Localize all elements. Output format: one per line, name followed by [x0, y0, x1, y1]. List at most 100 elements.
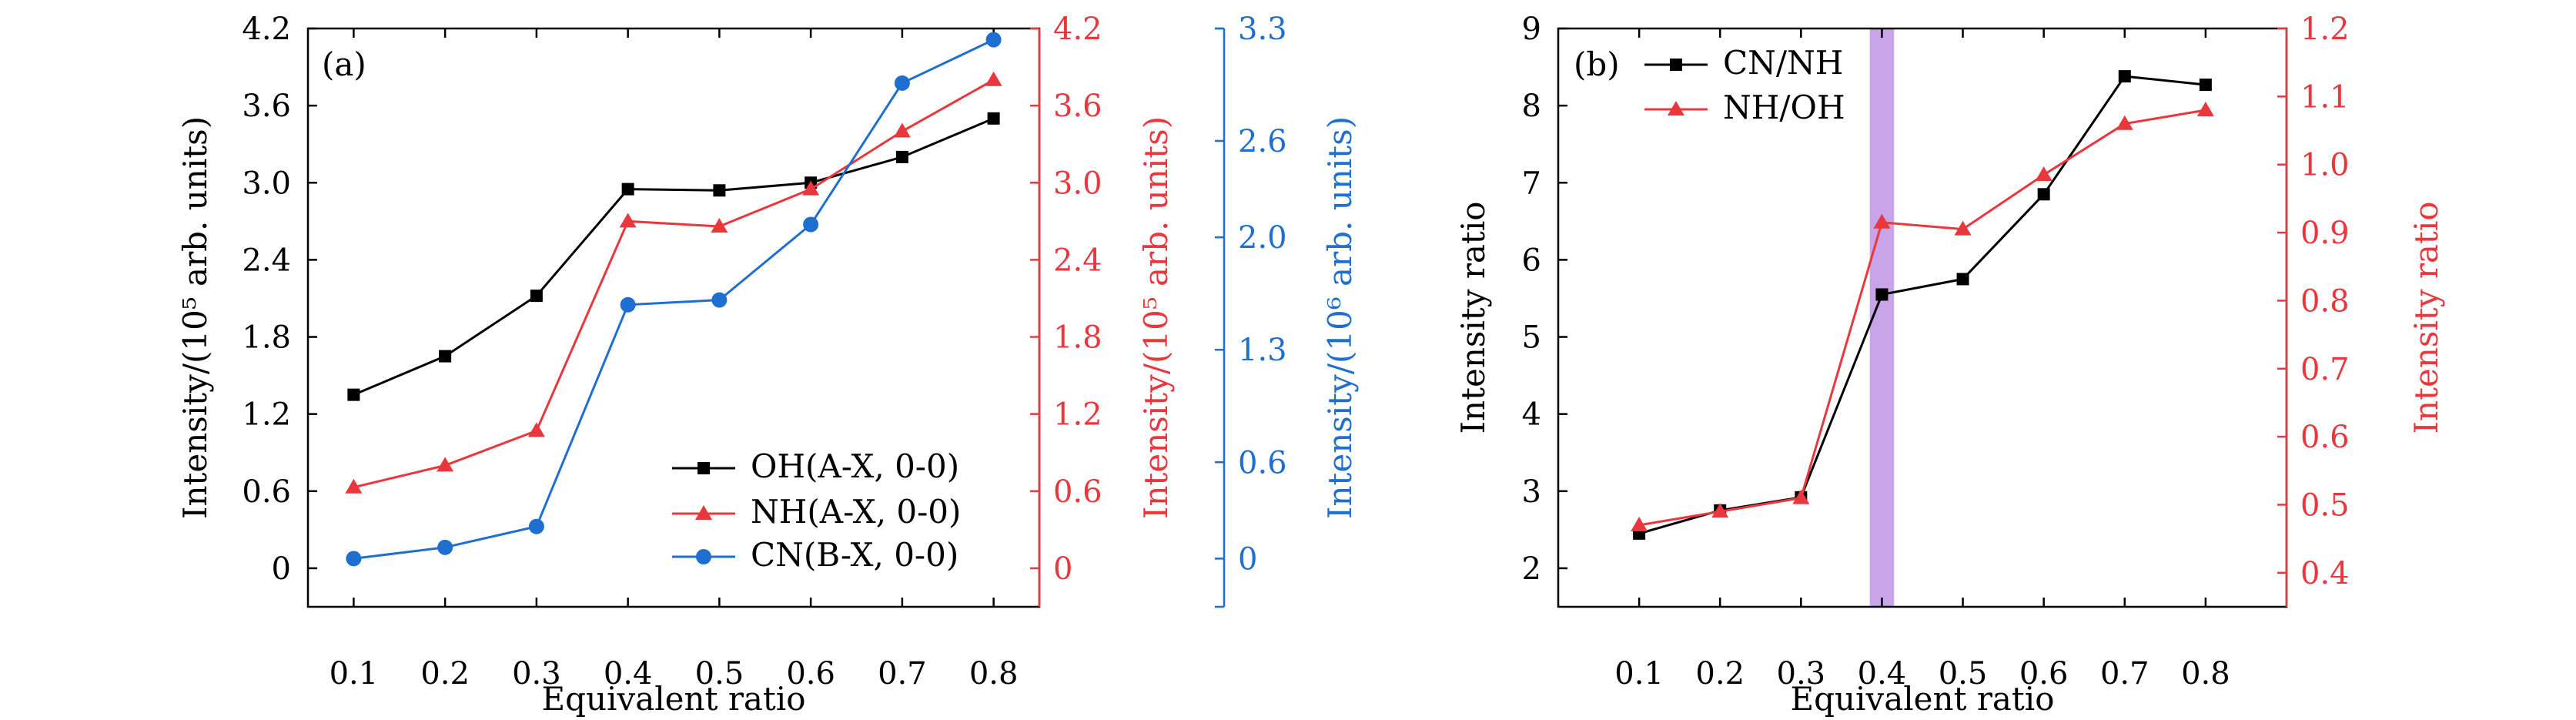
panel-a-series-point — [894, 75, 910, 91]
panel-a-series-line — [353, 39, 995, 560]
panel-b-series-line — [1638, 75, 2206, 535]
panel-a-red-axis-title: Intensity/(10⁵ arb. units) — [1137, 116, 1175, 519]
panel-a-series-point — [346, 551, 362, 567]
panel-b-series-point — [2118, 70, 2131, 83]
panel-a-y-tick-label: 1.2 — [242, 397, 291, 433]
panel-a-blue-tick-label: 3.3 — [1238, 12, 1287, 47]
panel-a-y-tick-label: 3.0 — [242, 166, 291, 201]
panel-a-red-tick-label: 1.2 — [1053, 397, 1102, 433]
panel-b-legend-label: NH/OH — [1723, 89, 1845, 126]
panel-a-series-point — [621, 183, 634, 196]
panel-b-series-point — [1873, 213, 1891, 229]
panel-b-x-tick-label: 0.3 — [1777, 656, 1826, 692]
panel-b-y-tick-label: 2 — [1522, 551, 1541, 587]
panel-a-series-point — [985, 71, 1002, 86]
panel-b-x-tick-label: 0.4 — [1858, 656, 1907, 692]
panel-a-series-line — [353, 79, 995, 489]
panel-b-red-tick-label: 0.7 — [2300, 352, 2350, 387]
panel-a-x-tick-label: 0.2 — [420, 656, 470, 692]
panel-a-series-point — [895, 150, 908, 163]
panel-a-red-tick-label: 2.4 — [1053, 243, 1102, 278]
panel-a-blue-axis-title: Intensity/(10⁶ arb. units) — [1321, 116, 1359, 519]
panel-b-series-point — [1792, 489, 1810, 504]
panel-b-x-tick-label: 0.5 — [1939, 656, 1988, 692]
panel-a-legend-label: OH(A-X, 0-0) — [751, 447, 959, 485]
panel-a-series-point — [345, 478, 363, 494]
panel-b-x-axis-title: Equivalent ratio — [1790, 680, 2054, 718]
panel-a-red-tick-label: 1.8 — [1053, 320, 1102, 356]
panel-b-label: (b) — [1574, 45, 1620, 83]
panel-a-blue-tick-label: 1.3 — [1238, 333, 1287, 368]
panel-b-x-tick-label: 0.2 — [1695, 656, 1745, 692]
panel-a-left-axis-title: Intensity/(10⁵ arb. units) — [176, 116, 214, 519]
panel-b-legend-marker — [1670, 59, 1682, 71]
panel-a-red-tick-label: 3.0 — [1053, 166, 1102, 201]
panel-b-series-point — [2196, 102, 2214, 117]
panel-a-red-tick-label: 0.6 — [1053, 474, 1102, 510]
panel-a-label: (a) — [322, 45, 366, 83]
panel-a-red-tick-label: 3.6 — [1053, 89, 1102, 124]
panel-a-blue-tick-label: 2.6 — [1238, 124, 1287, 159]
panel-a-legend-label: NH(A-X, 0-0) — [751, 493, 961, 531]
panel-a-blue-tick-label: 2.0 — [1238, 220, 1287, 256]
panel-a-series-point — [987, 112, 1000, 125]
panel-a-series-point — [711, 292, 728, 308]
panel-b-series-point — [1875, 288, 1889, 301]
panel-a-y-tick-label: 0.6 — [242, 474, 291, 510]
panel-b-series-point — [1631, 516, 1648, 531]
panel-b-legend-marker — [1668, 101, 1684, 116]
panel-b-series-point — [1954, 220, 1972, 236]
panel-a-blue-tick-label: 0.6 — [1238, 445, 1287, 481]
panel-a-x-tick-label: 0.7 — [878, 656, 927, 692]
panel-b-x-tick-label: 0.8 — [2181, 656, 2230, 692]
panel-b-legend-label: CN/NH — [1723, 44, 1843, 82]
panel-a-y-tick-label: 0 — [272, 551, 291, 587]
panel-b-red-tick-label: 1.1 — [2300, 79, 2350, 115]
panel-b-series-point — [1711, 503, 1729, 518]
panel-b-y-tick-label: 4 — [1522, 397, 1541, 433]
panel-a-series-point — [711, 218, 728, 233]
panel-a-legend-label: CN(B-X, 0-0) — [751, 536, 958, 574]
panel-b-y-tick-label: 3 — [1522, 474, 1541, 510]
panel-b-x-tick-label: 0.7 — [2100, 656, 2149, 692]
panel-a-blue-tick-label: 0 — [1238, 541, 1257, 577]
panel-b-red-tick-label: 0.4 — [2300, 556, 2350, 591]
panel-a-y-tick-label: 3.6 — [242, 89, 291, 124]
panel-a-red-tick-label: 4.2 — [1053, 12, 1102, 47]
panel-a-series-point — [437, 457, 454, 472]
panel-a-x-tick-label: 0.5 — [695, 656, 744, 692]
panel-a-x-tick-label: 0.3 — [512, 656, 561, 692]
panel-b-series-point — [2035, 166, 2052, 181]
panel-b-red-tick-label: 0.8 — [2300, 283, 2350, 319]
panel-a-series-point — [803, 216, 819, 233]
panel-a-series-point — [527, 422, 545, 437]
panel-b-series-line — [1638, 109, 2206, 527]
panel-a-legend-marker — [695, 505, 712, 520]
panel-b-red-tick-label: 1.2 — [2300, 12, 2350, 47]
panel-a-series-point — [802, 180, 820, 196]
panel-a-series-point — [620, 296, 636, 313]
panel-b-left-axis-title: Intensity ratio — [1454, 201, 1492, 434]
panel-a-series-point — [439, 350, 452, 363]
panel-a-y-tick-label: 2.4 — [242, 243, 291, 278]
panel-b-series-point — [2199, 79, 2212, 92]
panel-a-series-point — [437, 539, 453, 555]
panel-b-red-tick-label: 0.5 — [2300, 487, 2350, 523]
panel-b-series-point — [1956, 273, 1969, 286]
panel-b-y-tick-label: 9 — [1522, 12, 1541, 47]
panel-a-series-point — [985, 32, 1002, 48]
panel-a-series-line — [353, 117, 995, 397]
panel-a-x-tick-label: 0.1 — [330, 656, 379, 692]
panel-a-red-tick-label: 0 — [1053, 551, 1072, 587]
panel-a-legend-marker — [696, 549, 711, 564]
panel-b-series-point — [2037, 188, 2050, 201]
panel-a-series-point — [713, 184, 726, 197]
panel-b-y-tick-label: 5 — [1522, 320, 1541, 356]
panel-b-series-point — [2116, 115, 2133, 130]
panel-a-series-point — [530, 290, 543, 303]
panel-a-x-tick-label: 0.8 — [969, 656, 1019, 692]
panel-b-red-tick-label: 0.6 — [2300, 420, 2350, 455]
panel-b-y-tick-label: 6 — [1522, 243, 1541, 278]
panel-a-y-tick-label: 1.8 — [242, 320, 291, 356]
